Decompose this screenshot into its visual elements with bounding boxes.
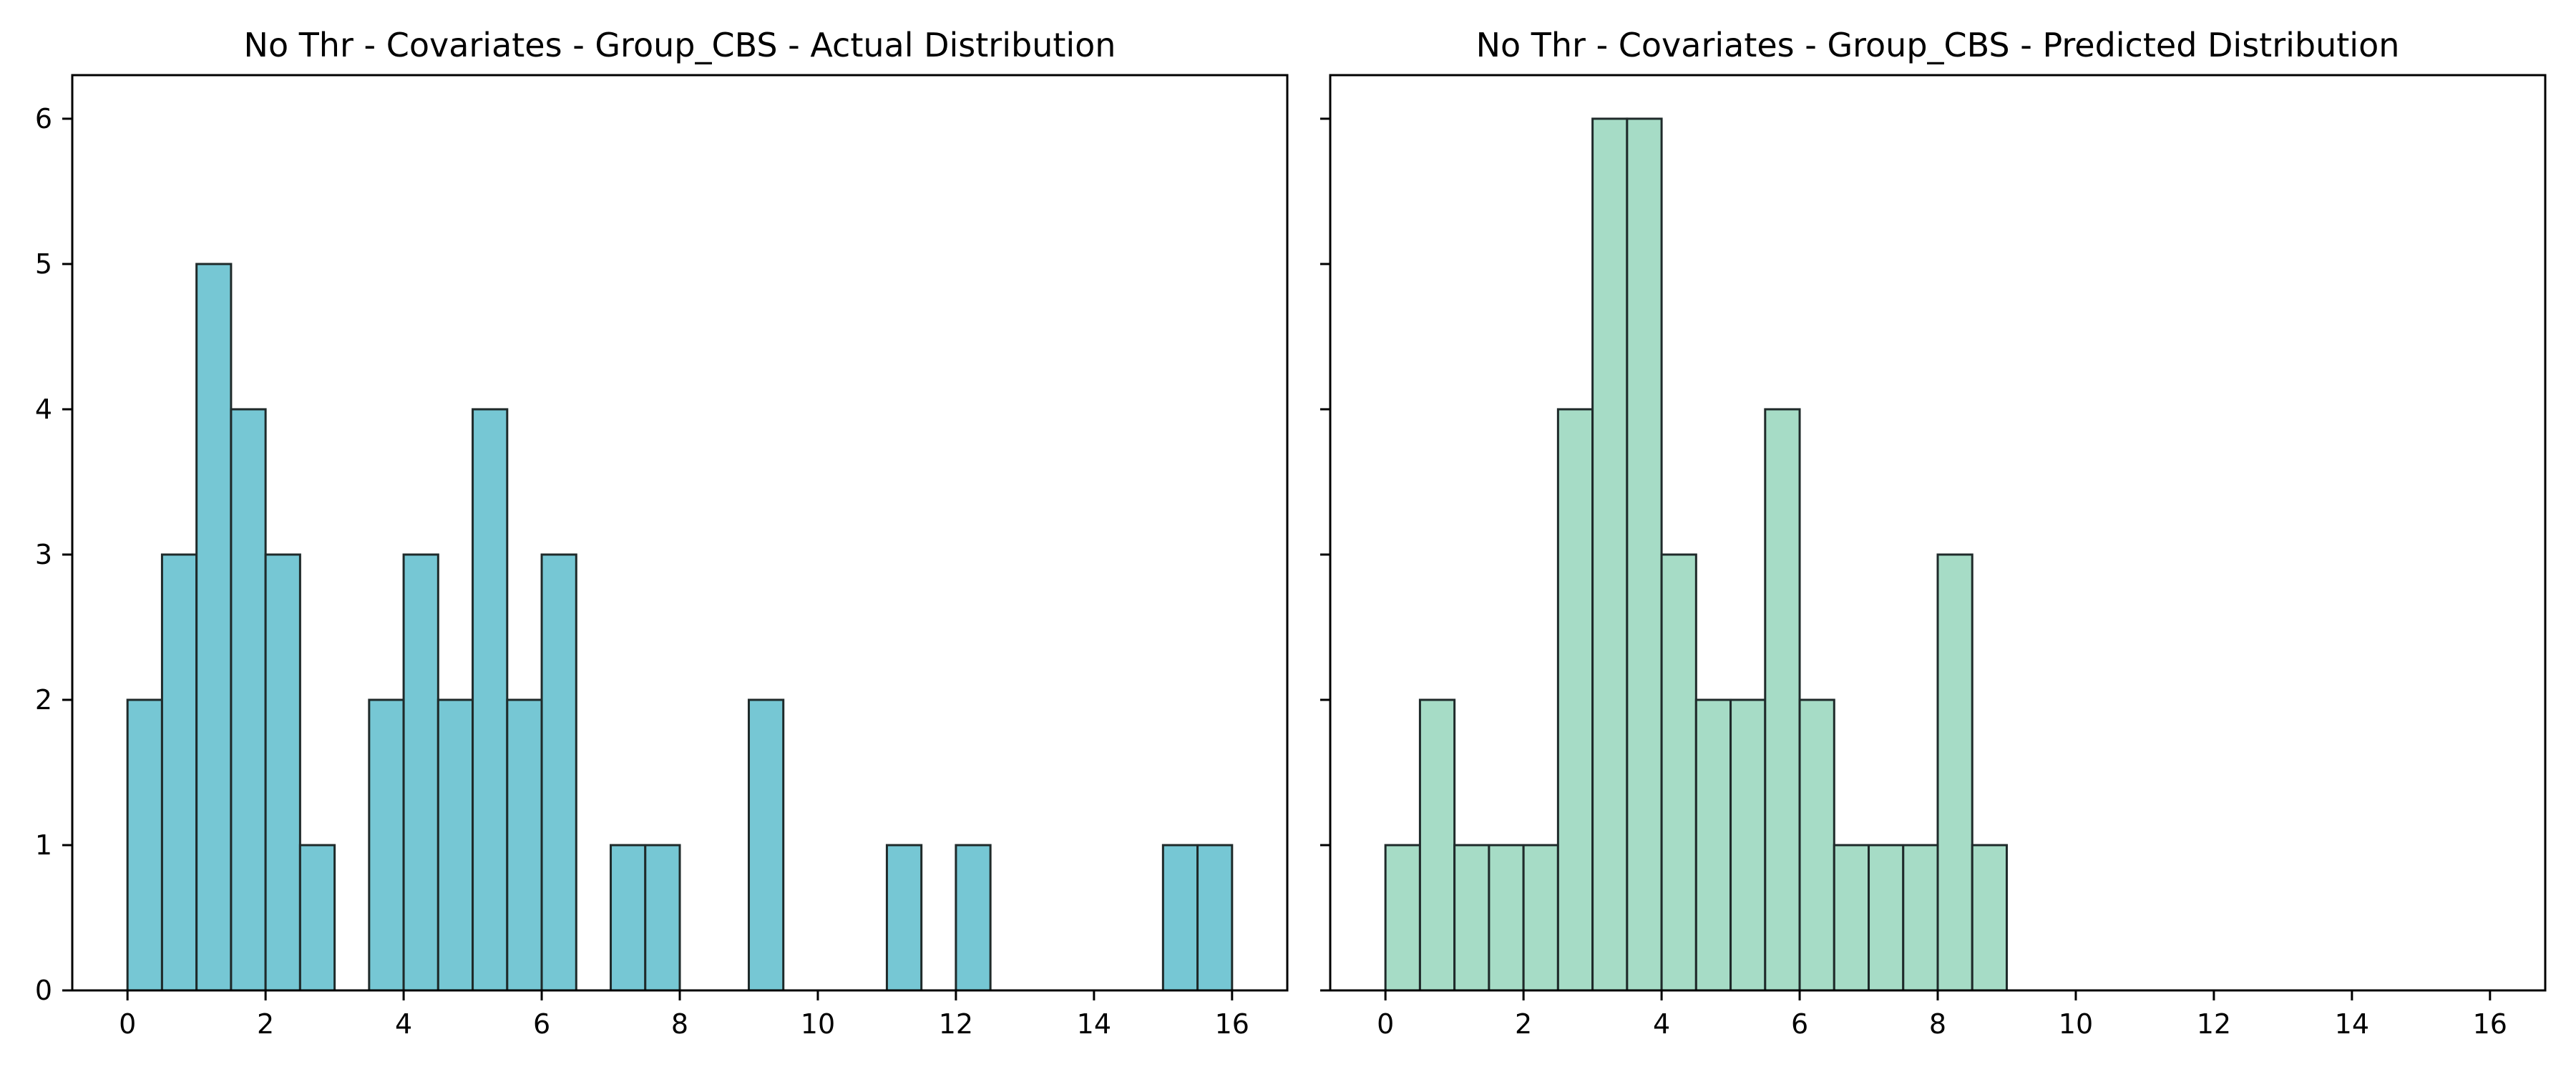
histogram-bar	[506, 698, 543, 992]
y-tick-label: 5	[35, 248, 52, 280]
histogram-bar	[1453, 844, 1491, 992]
histogram-bar	[1384, 844, 1421, 992]
y-tick-label: 2	[35, 684, 52, 716]
histogram-bar	[885, 844, 923, 992]
x-tick-label: 0	[1377, 1008, 1394, 1040]
x-tick-label: 10	[2059, 1008, 2093, 1040]
x-tick-label: 8	[671, 1008, 688, 1040]
x-tick-label: 12	[939, 1008, 973, 1040]
x-tick-label: 8	[1929, 1008, 1946, 1040]
histogram-bar	[1196, 844, 1234, 992]
histogram-bar	[610, 844, 647, 992]
x-tick-label: 14	[1077, 1008, 1111, 1040]
histogram-bar	[1764, 408, 1801, 992]
histogram-bar	[160, 553, 198, 992]
histogram-bar	[230, 408, 267, 992]
histogram-bar	[1591, 117, 1629, 992]
y-tick-label: 1	[35, 829, 52, 861]
y-tick-label: 6	[35, 103, 52, 135]
chart-title: No Thr - Covariates - Group_CBS - Actual…	[244, 26, 1116, 64]
y-tick-label: 0	[35, 975, 52, 1006]
y-tick-label: 3	[35, 539, 52, 570]
histogram-bar	[1936, 553, 1974, 992]
histogram-bar	[1488, 844, 1525, 992]
x-tick-label: 14	[2335, 1008, 2369, 1040]
histogram-bar	[298, 844, 336, 992]
histogram-bar	[1833, 844, 1870, 992]
x-tick-label: 2	[257, 1008, 274, 1040]
histogram-bar	[1971, 844, 2008, 992]
chart-panel-2: 0 2 4 6 8 10 12 14 16 No Thr - Covariates - Group…	[1320, 26, 2547, 1040]
x-tick-label: 2	[1515, 1008, 1532, 1040]
histogram-bar	[1868, 844, 1905, 992]
histogram-bar	[1556, 408, 1594, 992]
x-tick-label: 6	[533, 1008, 550, 1040]
histogram-bar	[1660, 553, 1697, 992]
histogram-bar	[955, 844, 992, 992]
histogram-bar	[540, 553, 577, 992]
histogram-bar	[1798, 698, 1835, 992]
histogram-bar	[472, 408, 509, 992]
histogram-bar	[1522, 844, 1559, 992]
x-tick-label: 0	[119, 1008, 136, 1040]
x-tick-label: 6	[1791, 1008, 1808, 1040]
histogram-bar	[1161, 844, 1199, 992]
x-tick-label: 16	[2473, 1008, 2507, 1040]
histogram-bar	[402, 553, 439, 992]
x-tick-label: 4	[1653, 1008, 1670, 1040]
histogram-bar	[368, 698, 405, 992]
histogram-bar	[1694, 698, 1732, 992]
histogram-bar	[1626, 117, 1663, 992]
histogram-bar	[126, 698, 163, 992]
x-tick-label: 10	[801, 1008, 835, 1040]
x-tick-label: 16	[1215, 1008, 1249, 1040]
histogram-bar	[644, 844, 681, 992]
chart-title: No Thr - Covariates - Group_CBS - Predic…	[1476, 26, 2400, 64]
histogram-bar	[436, 698, 474, 992]
histogram-bar	[747, 698, 785, 992]
x-tick-label: 4	[395, 1008, 412, 1040]
histogram-bar	[1418, 698, 1456, 992]
histogram-bar	[264, 553, 301, 992]
histogram-bar	[1902, 844, 1939, 992]
y-tick-label: 4	[35, 394, 52, 425]
x-tick-label: 12	[2197, 1008, 2231, 1040]
histogram-bar	[195, 263, 233, 992]
histogram-bar	[1729, 698, 1767, 992]
